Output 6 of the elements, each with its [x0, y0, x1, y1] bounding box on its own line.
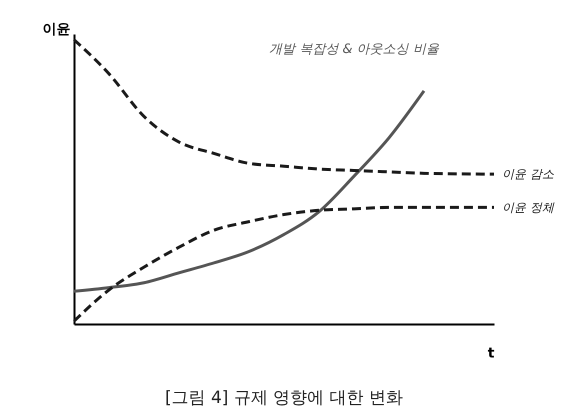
y-axis-title: 이윤 — [42, 22, 70, 38]
series-label: 이윤 감소 — [502, 167, 555, 182]
text: [그림 4] 규제 영향에 대한 변화 — [164, 388, 404, 408]
x-axis-title: t — [488, 346, 495, 362]
series-label: 이윤 정체 — [502, 200, 555, 214]
text: 개발 복잡성 & 아웃소싱 비율 — [269, 42, 440, 57]
